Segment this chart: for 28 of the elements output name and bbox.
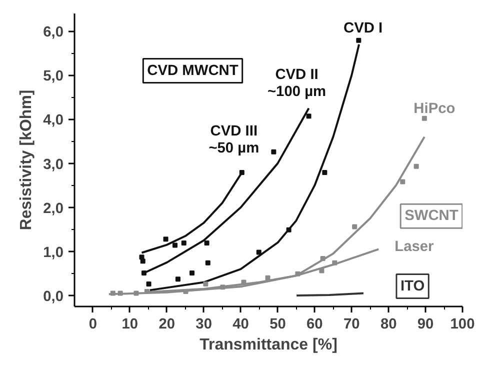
y-tick-label: 3,0 [43, 156, 64, 173]
x-tick-label: 70 [343, 316, 360, 332]
x-tick-label: 40 [232, 316, 249, 332]
y-axis-title: Resistivity [kOhm] [18, 90, 36, 230]
x-tick-label: 50 [270, 316, 286, 332]
x-tick-label: 30 [196, 316, 212, 332]
x-tick-label: 80 [380, 316, 397, 332]
text: ITO [400, 278, 425, 294]
x-tick-label: 20 [158, 316, 176, 332]
x-axis-title: Transmittance [%] [200, 336, 338, 354]
annotation: SWCNT [404, 208, 458, 224]
series-label: CVD II ~100 µm [268, 67, 326, 100]
annotation: CVD MWCNT [147, 62, 238, 79]
y-tick-label: 2,0 [43, 200, 64, 217]
y-tick-label: 1,0 [43, 244, 64, 261]
y-tick-label: 4,0 [43, 112, 64, 129]
y-tick-label: 0,0 [43, 288, 64, 305]
x-tick-label: 60 [306, 316, 323, 332]
series-label: HiPco [414, 100, 456, 117]
x-tick-label: 100 [450, 316, 475, 332]
x-tick-label: 10 [122, 316, 138, 332]
y-tick-label: 6,0 [43, 24, 64, 41]
y-tick-label: 5,0 [43, 68, 64, 85]
series-label: CVD I [343, 20, 383, 36]
series-label: CVD III ~50 µm [208, 124, 260, 157]
x-tick-label: 90 [417, 316, 434, 332]
legend-label: Laser [394, 239, 434, 256]
x-tick-label: 0 [88, 316, 98, 332]
